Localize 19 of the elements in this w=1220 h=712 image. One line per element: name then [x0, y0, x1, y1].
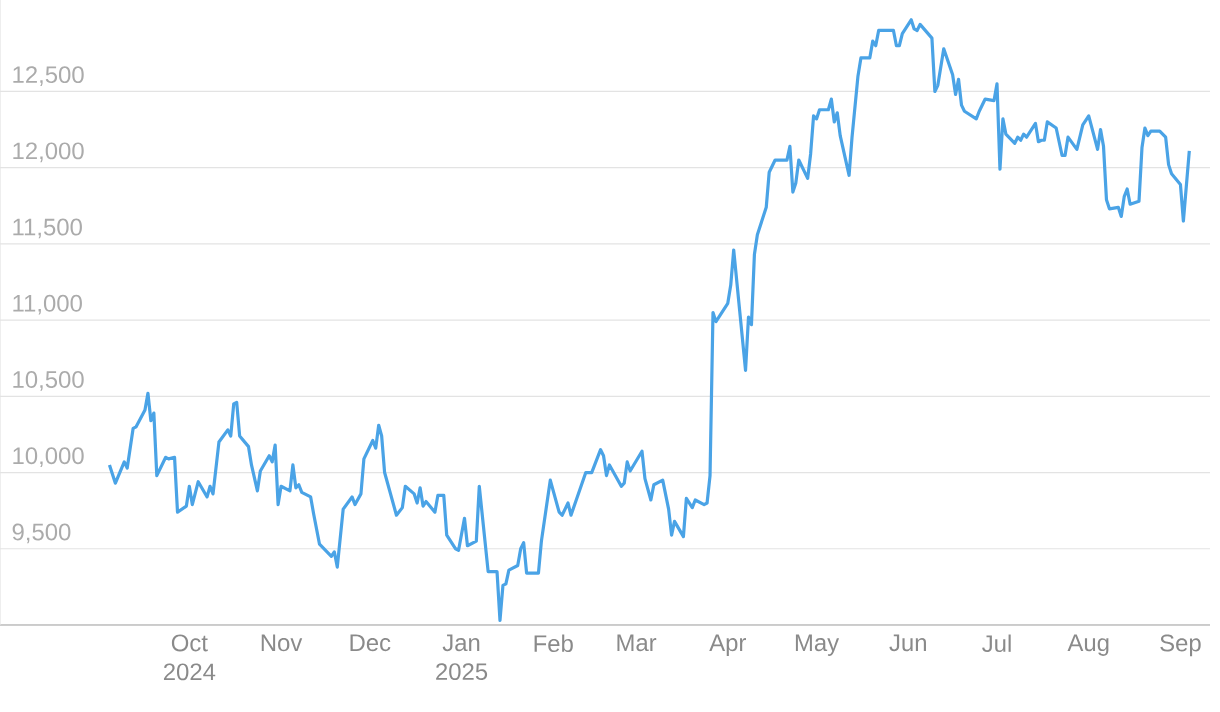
y-tick-label: 10,000 — [13, 447, 84, 468]
y-tick-label: 11,000 — [13, 294, 82, 315]
y-tick-label: 11,500 — [13, 218, 82, 239]
x-tick-label: Mar — [617, 634, 657, 652]
x-tick-label: May — [795, 634, 840, 656]
x-tick-label: Jun — [889, 634, 926, 652]
x-tick-label: Dec — [350, 634, 391, 652]
y-tick-label: 12,000 — [13, 142, 84, 163]
x-tick-label: Aug — [1067, 634, 1109, 656]
x-tick-label: Oct 2024 — [163, 634, 216, 681]
y-tick-label: 9,500 — [12, 523, 71, 544]
x-tick-label: Jan 2025 — [436, 634, 488, 681]
y-tick-label: 12,500 — [13, 66, 84, 86]
x-tick-label: Nov — [261, 634, 303, 652]
x-tick-label: Feb — [534, 634, 573, 653]
x-tick-label: Apr — [709, 634, 746, 656]
x-tick-label: Sep — [1160, 634, 1201, 657]
y-tick-label: 10,500 — [13, 371, 84, 391]
x-tick-label: Jul — [982, 634, 1011, 653]
